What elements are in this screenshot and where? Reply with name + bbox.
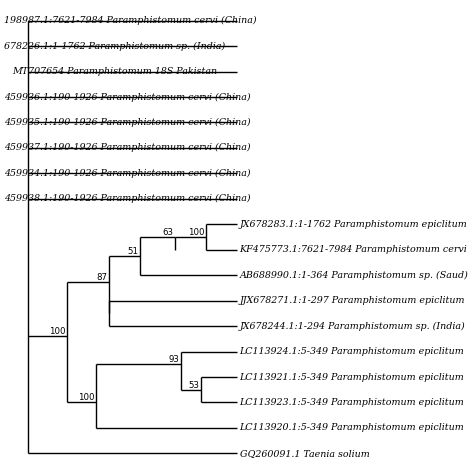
Text: MT707654 Paramphistomum 18S Pakistan: MT707654 Paramphistomum 18S Pakistan	[12, 67, 217, 76]
Text: 93: 93	[168, 356, 179, 365]
Text: 100: 100	[78, 393, 95, 402]
Text: AB688990.1:1-364 Paramphistomum sp. (Saud): AB688990.1:1-364 Paramphistomum sp. (Sau…	[239, 271, 468, 280]
Text: 198987.1:7621-7984 Paramphistomum cervi (China): 198987.1:7621-7984 Paramphistomum cervi …	[4, 16, 257, 25]
Text: JX678244.1:1-294 Paramphistomum sp. (India): JX678244.1:1-294 Paramphistomum sp. (Ind…	[239, 321, 465, 331]
Text: LC113923.1:5-349 Paramphistomum epiclitum: LC113923.1:5-349 Paramphistomum epiclitu…	[239, 398, 465, 407]
Text: 678226.1:1-1762 Paramphistomum sp. (India): 678226.1:1-1762 Paramphistomum sp. (Indi…	[4, 42, 226, 51]
Text: 459937.1:190-1926 Paramphistomum cervi (China): 459937.1:190-1926 Paramphistomum cervi (…	[4, 143, 251, 153]
Text: 100: 100	[188, 228, 204, 237]
Text: LC113920.1:5-349 Paramphistomum epiclitum: LC113920.1:5-349 Paramphistomum epiclitu…	[239, 423, 465, 432]
Text: JJX678271.1:1-297 Paramphistomum epiclitum: JJX678271.1:1-297 Paramphistomum epiclit…	[239, 296, 465, 305]
Text: LC113924.1:5-349 Paramphistomum epiclitum: LC113924.1:5-349 Paramphistomum epiclitu…	[239, 347, 465, 356]
Text: 53: 53	[189, 381, 200, 390]
Text: 459934.1:190-1926 Paramphistomum cervi (China): 459934.1:190-1926 Paramphistomum cervi (…	[4, 169, 251, 178]
Text: 100: 100	[49, 327, 65, 336]
Text: KF475773.1:7621-7984 Paramphistomum cervi: KF475773.1:7621-7984 Paramphistomum cerv…	[239, 245, 467, 254]
Text: 63: 63	[162, 228, 173, 237]
Text: LC113921.1:5-349 Paramphistomum epiclitum: LC113921.1:5-349 Paramphistomum epiclitu…	[239, 373, 465, 382]
Text: GQ260091.1 Taenia solium: GQ260091.1 Taenia solium	[239, 449, 369, 458]
Text: 459936.1:190-1926 Paramphistomum cervi (China): 459936.1:190-1926 Paramphistomum cervi (…	[4, 92, 251, 101]
Text: JX678283.1:1-1762 Paramphistomum epiclitum: JX678283.1:1-1762 Paramphistomum epiclit…	[239, 220, 467, 229]
Text: 87: 87	[96, 273, 108, 282]
Text: 459938.1:190-1926 Paramphistomum cervi (China): 459938.1:190-1926 Paramphistomum cervi (…	[4, 194, 251, 203]
Text: 51: 51	[128, 247, 139, 256]
Text: 459935.1:190-1926 Paramphistomum cervi (China): 459935.1:190-1926 Paramphistomum cervi (…	[4, 118, 251, 127]
